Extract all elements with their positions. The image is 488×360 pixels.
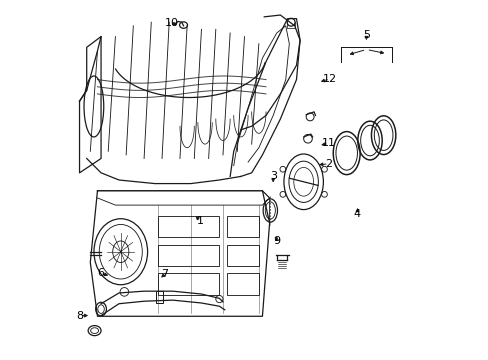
Bar	[226, 273, 258, 295]
Text: 4: 4	[353, 209, 360, 219]
Text: 11: 11	[321, 139, 335, 148]
Text: 2: 2	[325, 159, 332, 169]
Bar	[226, 244, 258, 266]
Text: 6: 6	[97, 268, 103, 278]
Text: 8: 8	[76, 311, 83, 320]
Bar	[158, 216, 219, 237]
Text: 12: 12	[322, 74, 336, 84]
Text: 10: 10	[165, 18, 179, 28]
Text: 1: 1	[197, 216, 204, 226]
Text: 3: 3	[269, 171, 276, 181]
Bar	[158, 244, 219, 266]
Text: 5: 5	[362, 30, 369, 40]
Bar	[226, 216, 258, 237]
Text: 7: 7	[161, 269, 168, 279]
Bar	[155, 291, 163, 303]
Bar	[158, 273, 219, 295]
Text: 9: 9	[273, 236, 280, 246]
